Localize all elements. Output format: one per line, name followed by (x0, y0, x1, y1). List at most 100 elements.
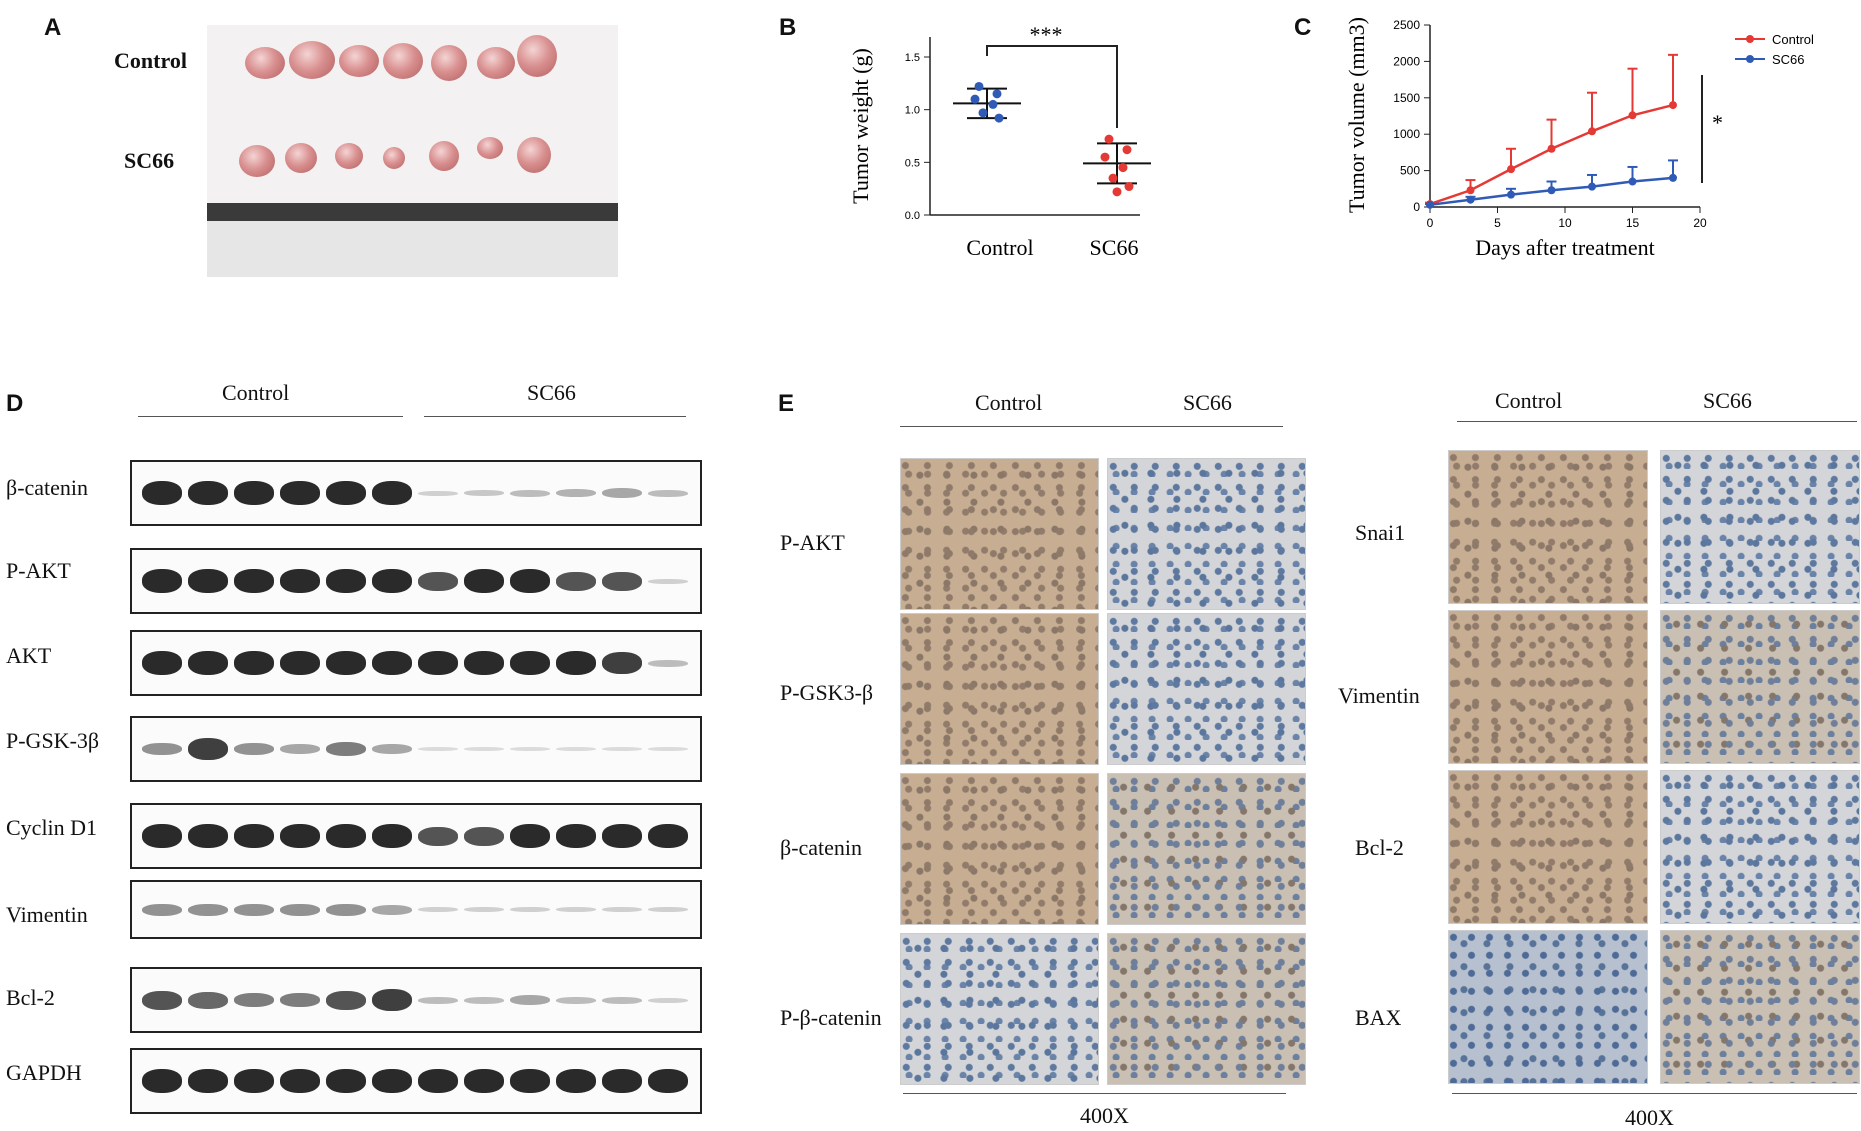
significance-label: *** (1030, 22, 1063, 47)
blot-band (464, 907, 504, 912)
tumor (245, 47, 285, 79)
row-label-sc66: SC66 (124, 148, 175, 173)
panel-letter-b: B (779, 14, 797, 41)
blot-band (280, 993, 320, 1007)
tumor (239, 145, 275, 177)
western-blot-strip (130, 630, 702, 696)
blot-band (418, 747, 458, 751)
blot-band (464, 1069, 504, 1093)
x-tick-label: 10 (1558, 216, 1572, 230)
blot-band (234, 651, 274, 675)
data-point (1122, 145, 1132, 155)
blot-band (372, 569, 412, 593)
blot-band (464, 651, 504, 675)
data-point (1100, 152, 1110, 162)
y-tick-label: 0 (1413, 200, 1420, 214)
blot-label: P-GSK-3β (6, 728, 100, 753)
blot-band (372, 744, 412, 754)
tumor (517, 35, 557, 77)
blot-band (648, 747, 688, 751)
blot-band (510, 747, 550, 751)
blot-band (648, 578, 688, 584)
blot-band (188, 651, 228, 675)
blot-band (464, 490, 504, 496)
x-tick-label: 20 (1693, 216, 1707, 230)
y-tick-label: 1000 (1393, 127, 1420, 141)
blot-band (510, 489, 550, 497)
y-tick-label: 1.0 (905, 105, 920, 117)
blot-band (602, 824, 642, 848)
blot-band (556, 1069, 596, 1093)
blot-label: P-AKT (6, 558, 71, 583)
blot-band (234, 824, 274, 848)
blot-band (648, 907, 688, 912)
group-line-control (138, 416, 403, 417)
blot-band (188, 569, 228, 593)
blot-band (326, 990, 366, 1010)
blot-band (326, 903, 366, 916)
blot-band (326, 651, 366, 675)
blot-band (464, 569, 504, 593)
blot-band (510, 824, 550, 848)
blot-band (326, 1069, 366, 1093)
ihc-row-label: P-GSK3-β (780, 680, 874, 705)
blot-band (142, 990, 182, 1010)
ihc-image (1660, 930, 1860, 1084)
western-blot-strip (130, 880, 702, 939)
ihc-image (1660, 770, 1860, 924)
blot-band (326, 481, 366, 505)
blot-band (280, 569, 320, 593)
data-point (1108, 173, 1118, 183)
legend: Control SC66 (1735, 32, 1814, 67)
blot-band (602, 747, 642, 751)
blot-band (602, 571, 642, 591)
data-point (994, 113, 1004, 123)
blot-label: Cyclin D1 (6, 815, 98, 840)
data-point (970, 94, 980, 104)
tumor (285, 143, 317, 173)
ihc-image (1107, 773, 1306, 925)
blot-band (326, 824, 366, 848)
ihc-image (1107, 458, 1306, 610)
blot-band (418, 996, 458, 1004)
western-blot-strip (130, 967, 702, 1033)
blot-band (234, 481, 274, 505)
blot-band (142, 651, 182, 675)
data-point (1547, 144, 1556, 153)
blot-band (280, 1069, 320, 1093)
blot-band (648, 997, 688, 1003)
data-point (1669, 173, 1677, 182)
ihc-row-label: BAX (1355, 1005, 1402, 1030)
ihc-row-label: Snai1 (1355, 520, 1406, 545)
y-tick-label: 0.0 (905, 210, 920, 222)
panel-letter-e: E (778, 390, 795, 417)
chart-b: 0.0 0.5 1.0 1.5 Tumor weight (g) Control SC… (848, 22, 1151, 260)
x-axis-label: Days after treatment (1475, 235, 1655, 260)
ihc-row-label: Vimentin (1338, 683, 1420, 708)
blot-band (602, 1069, 642, 1093)
ihc-left-group-sc66: SC66 (1183, 390, 1232, 415)
blot-band (142, 903, 182, 916)
ihc-image (1448, 610, 1648, 764)
group-label-control: Control (222, 380, 290, 405)
ihc-right-group-line (1457, 421, 1857, 422)
data-point (1466, 195, 1475, 204)
data-point (1628, 177, 1637, 186)
blot-band (556, 824, 596, 848)
western-blot-strip (130, 803, 702, 869)
ihc-image (900, 933, 1099, 1085)
blot-band (234, 743, 274, 755)
data-point (1628, 111, 1637, 120)
blot-band (234, 569, 274, 593)
blot-band (556, 996, 596, 1004)
x-tick-sc66: SC66 (1090, 235, 1139, 260)
blot-band (556, 747, 596, 751)
blot-band (510, 1069, 550, 1093)
significance-label: * (1712, 110, 1723, 135)
row-label-control: Control (114, 48, 187, 73)
blot-band (326, 569, 366, 593)
y-axis-label: Tumor weight (g) (848, 48, 873, 204)
blot-label: AKT (6, 643, 52, 668)
ruler (207, 203, 618, 277)
y-tick-label: 2500 (1393, 18, 1420, 32)
